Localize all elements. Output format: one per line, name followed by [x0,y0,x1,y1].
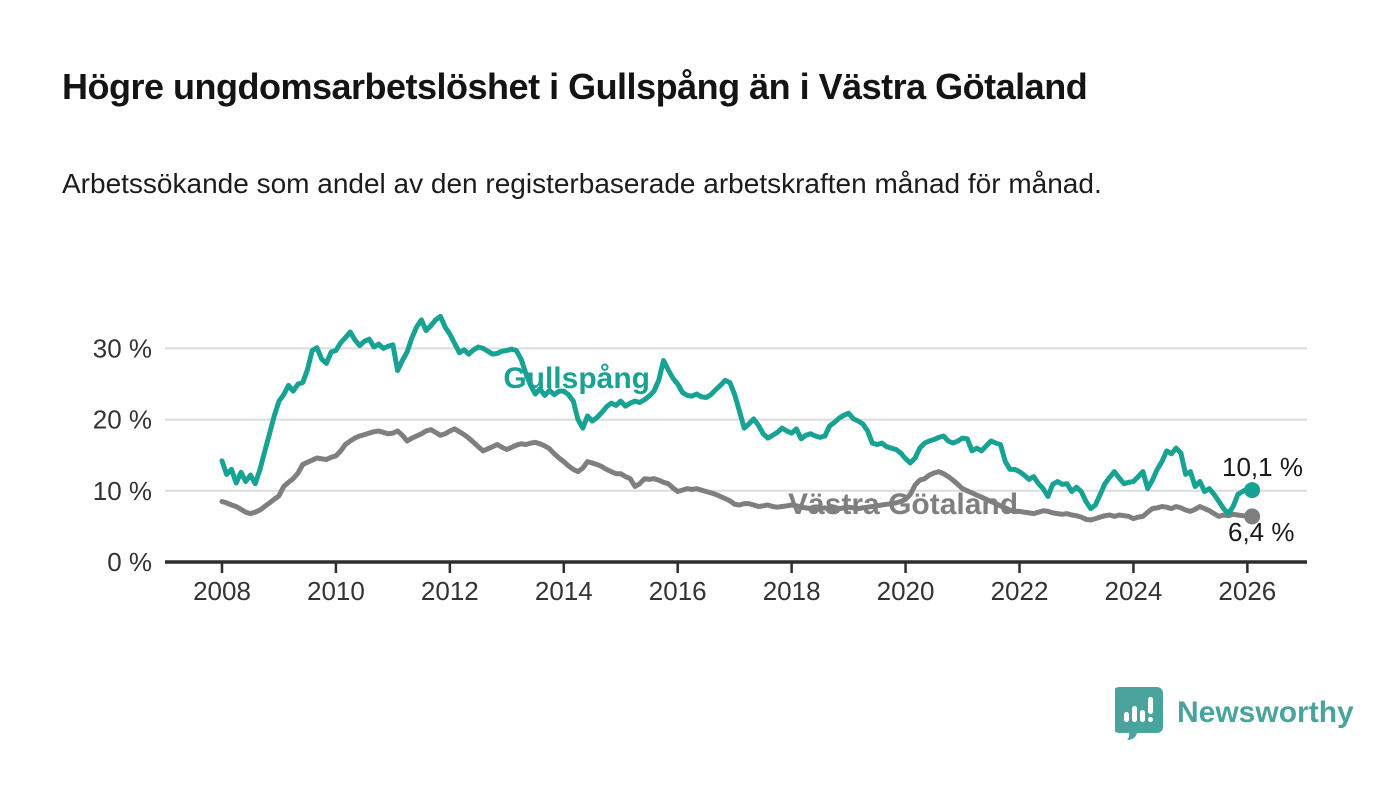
series-end-dot [1244,508,1261,525]
series-end-dot [1244,482,1261,499]
series-line [219,313,1255,517]
page-title: Högre ungdomsarbetslöshet i Gullspång än… [62,66,1088,107]
end-value-label-gullspang: 10,1 % [1222,452,1303,482]
x-tick-label: 2010 [307,576,365,606]
brand-name: Newsworthy [1177,696,1354,729]
x-tick-label: 2014 [535,576,593,606]
newsworthy-logo-icon [1115,687,1163,740]
x-axis-labels: 2008 2010 2012 2014 2016 2018 2020 2022 2024 2026 [193,576,1276,606]
x-tick-label: 2008 [193,576,251,606]
y-tick-label: 30 % [93,333,152,363]
x-axis [165,560,1307,573]
gridlines [165,347,1307,492]
series-label-gullspang: Gullspång [503,362,650,395]
y-axis-labels: 0 % 10 % 20 % 30 % [93,333,152,577]
y-tick-label: 0 % [107,547,152,577]
end-value-label-vastra-gotaland: 6,4 % [1228,517,1295,547]
x-tick-label: 2012 [421,576,479,606]
y-tick-label: 10 % [93,476,152,506]
x-tick-label: 2026 [1218,576,1276,606]
y-tick-label: 20 % [93,405,152,435]
x-tick-label: 2018 [763,576,821,606]
x-tick-label: 2020 [877,576,935,606]
chart-subtitle: Arbetssökande som andel av den registerb… [62,168,1102,199]
x-tick-label: 2022 [991,576,1049,606]
line-chart: 0 % 10 % 20 % 30 % 2008 2010 2012 2014 2016 2018… [93,313,1307,606]
x-tick-label: 2024 [1105,576,1163,606]
series-line [219,426,1255,523]
newsworthy-brand: Newsworthy [1115,686,1354,740]
series-label-vastra-gotaland: Västra Götaland [788,488,1018,521]
series-lines [219,313,1261,525]
x-tick-label: 2016 [649,576,707,606]
